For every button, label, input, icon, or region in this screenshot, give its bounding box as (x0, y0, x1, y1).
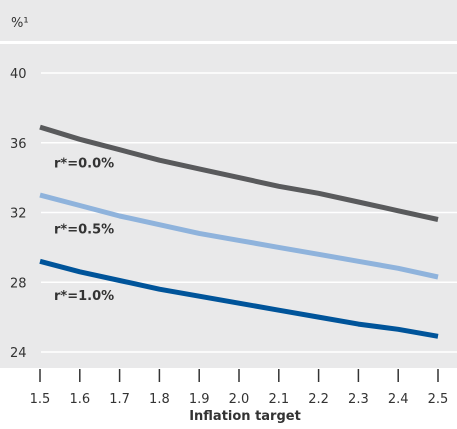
x-tick-labels: 1.5 1.6 1.7 1.8 1.9 2.0 2.1 2.2 2.3 2.4 2.5 (30, 392, 449, 407)
x-tick-label: 1.6 (69, 392, 90, 407)
x-tick-label: 2.4 (388, 392, 409, 407)
x-tick-label: 2.2 (308, 392, 329, 407)
y-axis-unit-label: %¹ (11, 16, 29, 31)
x-tick-label: 1.8 (149, 392, 170, 407)
x-tick-label: 2.0 (229, 392, 250, 407)
x-tick-label: 2.5 (428, 392, 449, 407)
x-axis-title: Inflation target (189, 409, 301, 424)
y-tick-label: 32 (10, 207, 27, 222)
series-line-1 (39, 124, 439, 222)
y-tick-label: 40 (10, 67, 27, 82)
y-tick-label: 36 (10, 137, 27, 152)
x-tick-label: 2.1 (268, 392, 289, 407)
series-label-3: r*=1.0% (54, 289, 114, 304)
x-ticks (39, 369, 439, 382)
y-tick-labels: 24 28 32 36 40 (10, 67, 27, 361)
y-tick-label: 28 (10, 276, 27, 291)
header-band (0, 0, 457, 41)
x-tick-label: 1.5 (30, 392, 51, 407)
series-line-2 (39, 192, 439, 280)
series-line-3 (39, 258, 439, 339)
series-labels: r*=0.0% r*=0.5% r*=1.0% (54, 156, 114, 304)
x-tick-label: 2.3 (348, 392, 369, 407)
x-tick-label: 1.9 (189, 392, 210, 407)
x-tick-label: 1.7 (109, 392, 130, 407)
series-label-1: r*=0.0% (54, 156, 114, 171)
series-lines (39, 124, 439, 339)
plot-background (0, 44, 457, 368)
series-label-2: r*=0.5% (54, 223, 114, 238)
y-tick-label: 24 (10, 346, 27, 361)
